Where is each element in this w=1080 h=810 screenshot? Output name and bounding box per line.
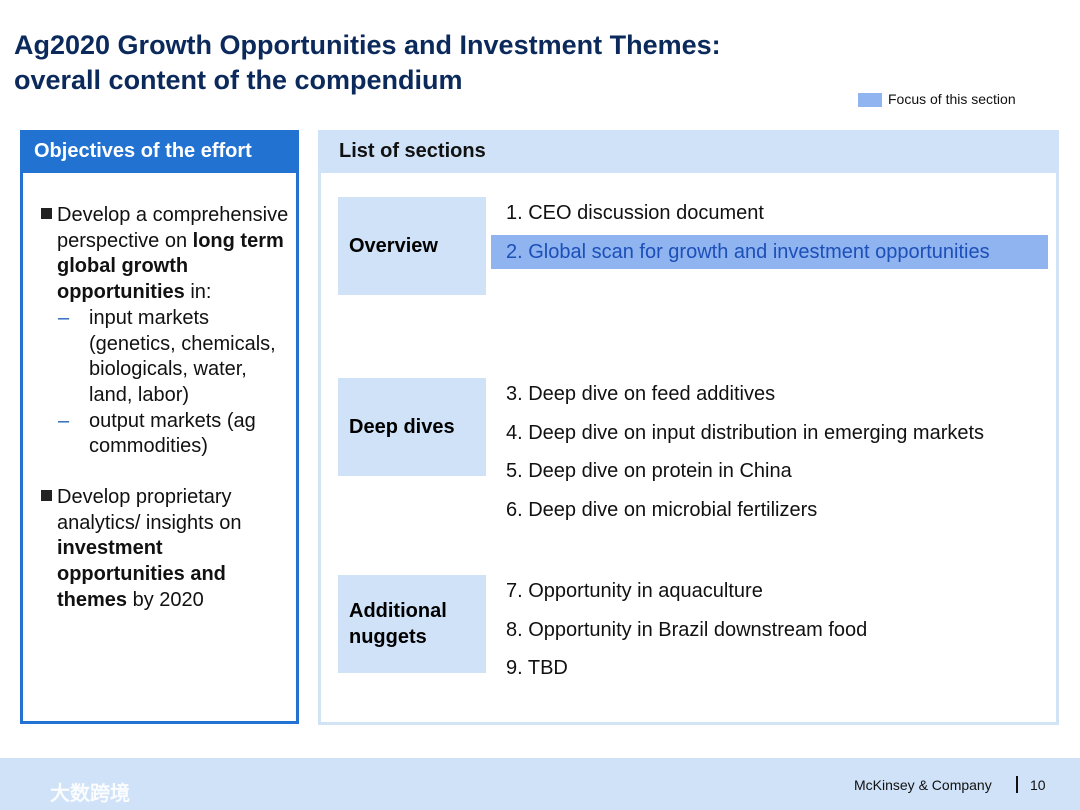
focus-highlight: [491, 234, 1048, 269]
bullet-marker: [41, 208, 52, 219]
objectives-header: [20, 130, 299, 173]
sub-dash: –: [58, 306, 70, 329]
sections-heading: List of sections: [339, 140, 486, 162]
sub-dash: –: [58, 409, 70, 432]
section-item: 6. Deep dive on microbial fertilizers: [506, 498, 818, 521]
legend-swatch: [858, 93, 882, 107]
bullet: Develop proprietary analytics/ insights …: [40, 485, 292, 614]
bullet-text: long term global growth opportunities: [57, 229, 284, 304]
objectives-heading: Objectives of the effort: [34, 140, 252, 162]
bullet-text: Develop a comprehensive perspective on: [57, 204, 289, 252]
section-item: 2. Global scan for growth and investment…: [506, 240, 990, 263]
legend-label: Focus of this section: [888, 91, 1016, 107]
sub-item: – output markets (ag commodities): [40, 409, 292, 460]
section-item: 1. CEO discussion document: [506, 202, 764, 224]
bullet-text: by 2020: [127, 588, 204, 611]
section-item: 5. Deep dive on protein in China: [506, 460, 792, 482]
bullet-text: Develop proprietary analytics/ insights …: [57, 486, 242, 534]
group-label: Additional nuggets: [338, 575, 486, 673]
sub-text: input markets (genetics, chemicals, biol…: [89, 306, 276, 406]
title-line: overall content of the compendium: [14, 65, 463, 95]
section-item: 7. Opportunity in aquaculture: [506, 580, 763, 602]
sub-item: – input markets (genetics, chemicals, bio…: [40, 306, 292, 409]
group-label: Deep dives: [338, 378, 486, 476]
section-item: 9. TBD: [506, 657, 568, 679]
bullet-marker: [41, 490, 52, 502]
footer-company: McKinsey & Company: [854, 777, 992, 793]
section-item: 3. Deep dive on feed additives: [506, 383, 776, 405]
bullet-text: in:: [184, 281, 212, 304]
bullet: Develop a comprehensive perspective on l…: [40, 203, 292, 460]
group-label: Overview: [338, 197, 486, 295]
title-line: Ag2020 Growth Opportunities and Investme…: [14, 30, 721, 60]
footer: [0, 758, 1080, 810]
footer-separator: [1016, 776, 1018, 793]
sub-text: output markets (ag commodities): [89, 409, 256, 458]
footer-page: 10: [1030, 777, 1046, 793]
section-item: 4. Deep dive on input distribution in em…: [506, 421, 985, 444]
sections-header: [318, 130, 1059, 173]
objectives-list: Develop a comprehensive perspective on l…: [40, 203, 292, 639]
bullet-text: investment opportunities and themes: [57, 537, 226, 611]
watermark: 大数跨境: [50, 783, 130, 805]
section-item: 8. Opportunity in Brazil downstream food: [506, 618, 868, 641]
